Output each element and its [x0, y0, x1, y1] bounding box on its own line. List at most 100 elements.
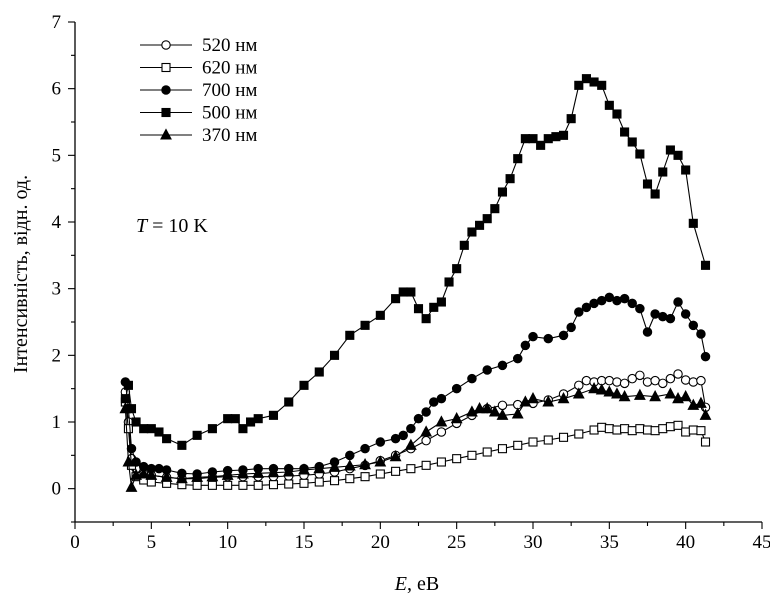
legend-entry: 620 нм [140, 58, 257, 79]
legend-label: 520 нм [202, 35, 257, 56]
data-point [313, 461, 326, 474]
x-tick-label: 10 [218, 532, 237, 553]
data-point [284, 397, 294, 407]
data-point [589, 77, 599, 87]
data-point [618, 389, 631, 402]
data-point [673, 369, 683, 379]
data-point [421, 460, 431, 470]
data-point [375, 310, 385, 320]
x-tick-label: 40 [676, 532, 695, 553]
data-point [581, 74, 591, 84]
data-point [557, 391, 570, 404]
y-tick-label: 1 [52, 412, 62, 433]
data-point [268, 480, 279, 490]
data-point [642, 179, 653, 189]
x-tick-label: 30 [524, 532, 543, 553]
data-point [298, 463, 310, 475]
data-point [511, 407, 524, 419]
data-point [612, 425, 622, 435]
data-point [475, 220, 485, 230]
data-point [700, 437, 711, 447]
data-point [154, 463, 164, 474]
data-point [551, 132, 561, 142]
data-point [230, 414, 240, 424]
y-tick-label: 4 [52, 212, 62, 233]
data-point [633, 388, 646, 400]
data-point [611, 387, 623, 399]
data-point [420, 425, 433, 437]
y-tick-label: 6 [52, 79, 62, 100]
data-point [620, 127, 630, 137]
data-point [359, 457, 371, 470]
data-point [429, 397, 439, 407]
data-point [450, 411, 463, 424]
data-point [673, 420, 683, 430]
data-point [612, 109, 622, 119]
data-point [497, 444, 508, 454]
data-point [131, 417, 141, 427]
data-point [574, 307, 584, 317]
x-tick-label: 5 [147, 532, 157, 553]
data-point [696, 426, 706, 436]
data-point [574, 80, 584, 90]
data-point [696, 375, 706, 386]
data-point [389, 449, 402, 462]
series-2 [120, 292, 711, 479]
data-point [154, 427, 164, 437]
data-point [253, 480, 263, 490]
data-point [345, 330, 355, 340]
data-point [566, 322, 576, 333]
data-point [688, 218, 698, 228]
data-point [206, 469, 219, 482]
x-tick-label: 25 [447, 532, 466, 553]
data-point [572, 387, 585, 399]
data-point [604, 292, 615, 303]
data-point [436, 297, 446, 307]
data-point [558, 432, 569, 442]
data-point [191, 470, 204, 482]
data-point [473, 401, 486, 414]
data-point [627, 137, 637, 147]
data-point [512, 353, 523, 364]
data-point [391, 466, 401, 476]
data-point [497, 360, 508, 371]
y-tick-label: 2 [52, 345, 62, 366]
data-point [160, 470, 173, 482]
data-point [145, 468, 158, 480]
data-point [581, 302, 592, 313]
data-point [695, 396, 707, 408]
legend-label: 370 нм [202, 125, 257, 146]
data-point [543, 134, 553, 144]
data-point [699, 408, 712, 420]
legend-entry: 370 нм [140, 125, 257, 146]
data-point [162, 434, 172, 444]
y-tick-label: 5 [52, 145, 62, 166]
legend-marker [161, 85, 171, 95]
data-point [314, 477, 324, 487]
data-point [177, 440, 187, 450]
data-point [192, 430, 202, 440]
data-point [421, 407, 431, 417]
data-point [452, 264, 462, 274]
legend-entry: 700 нм [140, 80, 257, 101]
data-point [126, 443, 137, 454]
data-point [642, 377, 653, 387]
series-3 [120, 74, 711, 450]
data-point [543, 333, 554, 344]
data-point [603, 385, 616, 397]
data-point [658, 378, 668, 389]
data-point [314, 367, 324, 377]
data-point [536, 140, 546, 150]
data-point [421, 435, 431, 446]
data-point [175, 471, 188, 484]
data-point [436, 393, 447, 404]
data-point [444, 277, 454, 287]
data-point [452, 454, 462, 464]
data-point [488, 405, 501, 417]
data-point [527, 391, 539, 404]
y-axis-label: Інтенсивність, відн. од. [10, 175, 32, 373]
data-point [635, 424, 645, 434]
data-point [612, 295, 622, 306]
